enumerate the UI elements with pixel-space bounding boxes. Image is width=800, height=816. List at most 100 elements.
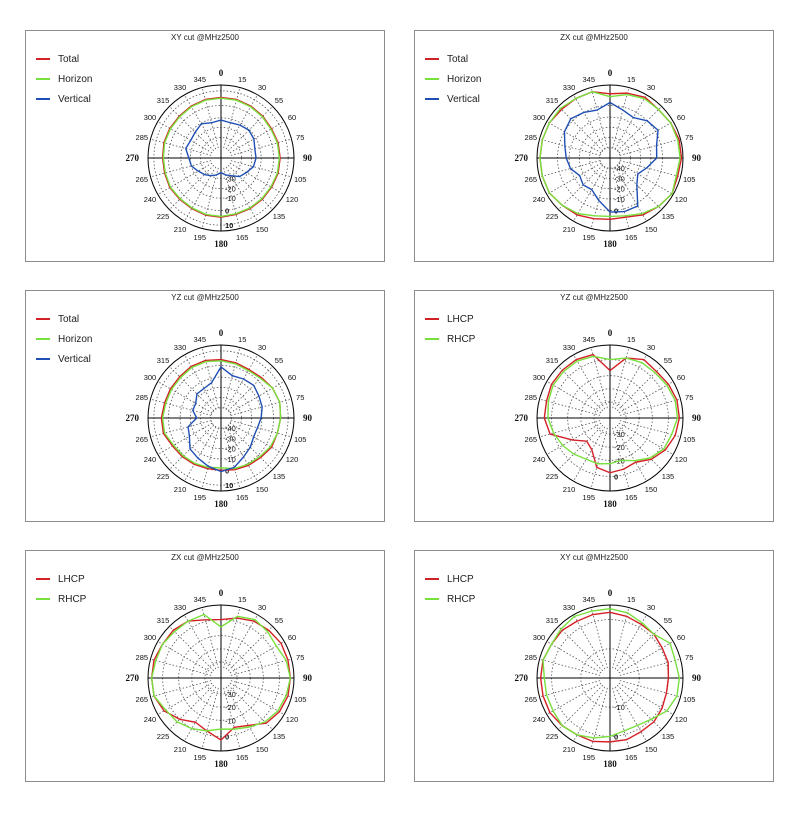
ring-label: -40	[225, 424, 236, 433]
angle-label: 55	[275, 616, 283, 625]
angle-label: 15	[627, 335, 635, 344]
polar-chart-panel-5: ZX cut @MHz2500 0 15 30 55 60 75 90 105 120 135 15…	[25, 550, 385, 782]
angle-label: 240	[533, 715, 546, 724]
legend-swatch	[425, 338, 439, 340]
legend-item: Total	[425, 49, 481, 69]
angle-label: 210	[174, 225, 187, 234]
angle-label: 285	[525, 133, 538, 142]
angle-label: 330	[174, 83, 187, 92]
series-line-vertical	[187, 366, 263, 473]
legend-swatch	[36, 598, 50, 600]
angle-label: 330	[174, 343, 187, 352]
angle-label: 270	[515, 673, 529, 683]
grid-spoke	[573, 354, 606, 410]
grid-spoke	[558, 684, 604, 730]
angle-label: 315	[157, 96, 170, 105]
series-line-lhcp	[543, 353, 681, 474]
angle-label: 0	[219, 588, 224, 598]
legend-swatch	[36, 318, 50, 320]
chart-legend: Total Horizon Vertical	[425, 49, 481, 109]
angle-label: 240	[144, 715, 157, 724]
angle-label: 240	[144, 195, 157, 204]
angle-label: 270	[126, 413, 140, 423]
angle-label: 330	[563, 603, 576, 612]
angle-label: 330	[563, 343, 576, 352]
angle-label: 225	[157, 212, 170, 221]
angle-label: 75	[296, 653, 304, 662]
legend-item: Vertical	[36, 89, 92, 109]
angle-label: 15	[627, 595, 635, 604]
legend-swatch	[425, 58, 439, 60]
angle-label: 225	[546, 732, 559, 741]
series-line-horizon	[162, 97, 281, 218]
series-line-horizon	[539, 91, 681, 218]
grid-spoke	[546, 121, 602, 154]
angle-label: 15	[238, 335, 246, 344]
angle-label: 90	[303, 153, 313, 163]
angle-label: 135	[273, 472, 286, 481]
grid-spoke	[546, 682, 602, 715]
grid-spoke	[169, 106, 215, 152]
angle-label: 120	[286, 715, 299, 724]
legend-label: RHCP	[58, 593, 87, 605]
grid-spoke	[169, 626, 215, 672]
angle-label: 55	[275, 96, 283, 105]
angle-label: 300	[533, 633, 546, 642]
angle-label: 315	[157, 616, 170, 625]
legend-label: Total	[447, 53, 469, 65]
legend-swatch	[36, 58, 50, 60]
angle-label: 300	[533, 373, 546, 382]
angle-label: 135	[662, 472, 675, 481]
legend-label: LHCP	[447, 313, 474, 325]
angle-label: 30	[258, 343, 266, 352]
grid-spoke	[573, 614, 606, 670]
grid-spoke	[573, 686, 606, 742]
angle-label: 240	[533, 195, 546, 204]
angle-label: 165	[625, 493, 638, 502]
angle-label: 180	[603, 499, 617, 509]
grid-spoke	[618, 641, 674, 674]
angle-label: 55	[275, 356, 283, 365]
angle-label: 90	[692, 153, 702, 163]
angle-label: 225	[157, 472, 170, 481]
angle-label: 285	[136, 393, 149, 402]
angle-label: 210	[174, 485, 187, 494]
legend-item: RHCP	[425, 329, 475, 349]
legend-swatch	[425, 98, 439, 100]
polar-chart-panel-1: XY cut @MHz2500 0 15 30 55 60 75 90 105 120 135 15…	[25, 30, 385, 262]
angle-label: 265	[525, 175, 538, 184]
grid-spoke	[169, 684, 215, 730]
angle-label: 0	[608, 68, 613, 78]
legend-swatch	[425, 598, 439, 600]
legend-swatch	[36, 78, 50, 80]
angle-label: 265	[525, 435, 538, 444]
angle-label: 105	[683, 695, 696, 704]
legend-swatch	[36, 338, 50, 340]
angle-label: 165	[236, 753, 249, 762]
ring-label: 0	[614, 207, 618, 216]
grid-spoke	[616, 626, 662, 672]
angle-label: 300	[144, 113, 157, 122]
angle-label: 90	[692, 413, 702, 423]
angle-label: 150	[256, 225, 269, 234]
angle-label: 225	[157, 732, 170, 741]
angle-label: 150	[256, 745, 269, 754]
angle-label: 225	[546, 212, 559, 221]
grid-spoke	[558, 626, 604, 672]
angle-label: 285	[136, 653, 149, 662]
angle-label: 265	[525, 695, 538, 704]
angle-label: 0	[219, 328, 224, 338]
ring-label: 0	[225, 467, 229, 476]
legend-label: RHCP	[447, 333, 476, 345]
legend-label: LHCP	[58, 573, 85, 585]
angle-label: 0	[608, 588, 613, 598]
legend-label: Vertical	[58, 353, 91, 365]
angle-label: 135	[662, 732, 675, 741]
chart-title: ZX cut @MHz2500	[171, 553, 239, 562]
angle-label: 180	[603, 759, 617, 769]
chart-legend: LHCP RHCP	[425, 569, 475, 609]
grid-spoke	[157, 381, 213, 414]
series-line-vertical	[563, 101, 659, 213]
